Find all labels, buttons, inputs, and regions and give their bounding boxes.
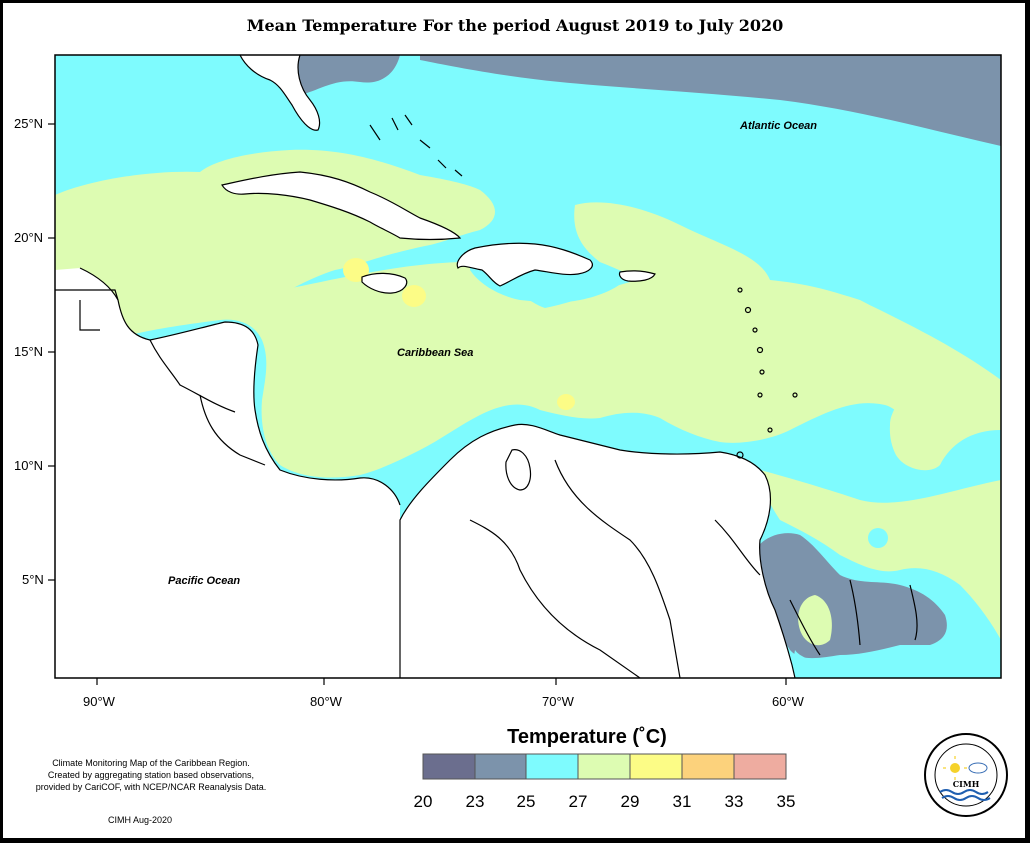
legend-swatch-31-33 (681, 753, 735, 780)
lon-label-80w: 80°W (310, 694, 342, 709)
legend-swatch-27-29 (577, 753, 631, 780)
lon-label-70w: 70°W (542, 694, 574, 709)
legend-tick-25: 25 (516, 792, 536, 811)
temperature-field (55, 55, 1001, 678)
legend-tick-23: 23 (465, 792, 485, 811)
legend-title: Temperature (˚C) (507, 726, 667, 748)
coastlines (55, 55, 918, 678)
lat-label-10n: 10°N (14, 458, 44, 473)
axis-ticks (48, 123, 787, 685)
legend-tick-29: 29 (620, 792, 640, 811)
legend-swatch-20-23 (422, 753, 476, 780)
legend-tick-33: 33 (724, 792, 744, 811)
legend-colorbar (422, 753, 787, 780)
map-title: Mean Temperature For the period August 2… (246, 16, 784, 35)
legend-tick-20: 20 (413, 792, 433, 811)
lon-label-60w: 60°W (772, 694, 804, 709)
legend-swatch-29-31 (629, 753, 683, 780)
legend-tick-35: 35 (776, 792, 796, 811)
legend-tick-27: 27 (568, 792, 588, 811)
waves-icon (939, 789, 989, 795)
lat-label-5n: 5°N (22, 572, 44, 587)
label-pacific-ocean: Pacific Ocean (168, 575, 241, 587)
cloud-icon (968, 762, 988, 774)
lon-label-90w: 90°W (83, 694, 115, 709)
credit-line-1: Climate Monitoring Map of the Caribbean … (52, 758, 250, 768)
map-border (54, 54, 1002, 679)
lat-label-15n: 15°N (14, 344, 44, 359)
legend-swatch-33-35 (733, 753, 787, 780)
cimh-logo: CIMH (924, 733, 1008, 817)
label-atlantic-ocean: Atlantic Ocean (740, 120, 818, 132)
logo-name: CIMH (953, 779, 980, 789)
credit-date: CIMH Aug-2020 (107, 815, 173, 825)
legend-swatch-23-25 (474, 753, 527, 780)
legend-swatch-25-27 (525, 753, 579, 780)
credit-line-2: Created by aggregating station based obs… (47, 770, 255, 780)
sun-icon (950, 763, 960, 773)
legend-tick-31: 31 (672, 792, 692, 811)
lat-label-20n: 20°N (14, 230, 44, 245)
credit-line-3: provided by CariCOF, with NCEP/NCAR Rean… (35, 782, 267, 792)
label-caribbean-sea: Caribbean Sea (397, 347, 474, 359)
credit-text: Climate Monitoring Map of the Caribbean … (22, 757, 280, 793)
lat-label-25n: 25°N (14, 116, 44, 131)
